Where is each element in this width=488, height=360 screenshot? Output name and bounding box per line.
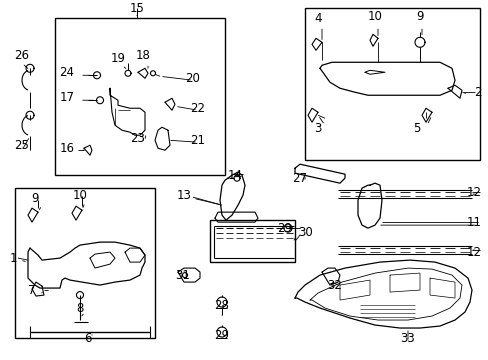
Text: 10: 10 xyxy=(72,189,87,202)
Text: 15: 15 xyxy=(129,2,144,15)
Text: 16: 16 xyxy=(60,142,74,155)
Text: 30: 30 xyxy=(297,226,312,239)
Text: 29: 29 xyxy=(277,222,292,235)
Text: 27: 27 xyxy=(292,172,307,185)
Text: 22: 22 xyxy=(190,102,204,115)
Text: 4: 4 xyxy=(314,12,321,25)
Text: 18: 18 xyxy=(135,49,150,62)
Text: 9: 9 xyxy=(31,192,39,204)
Text: 25: 25 xyxy=(15,139,29,152)
Text: 31: 31 xyxy=(175,269,189,282)
Text: 19: 19 xyxy=(110,52,125,65)
Text: 11: 11 xyxy=(466,216,481,229)
Text: 29: 29 xyxy=(214,329,229,342)
Text: 33: 33 xyxy=(400,332,414,345)
Text: 32: 32 xyxy=(327,279,342,292)
Text: 2: 2 xyxy=(473,86,481,99)
Bar xyxy=(305,8,479,160)
Text: 26: 26 xyxy=(15,49,29,62)
Text: 9: 9 xyxy=(415,10,423,23)
Text: 6: 6 xyxy=(84,332,92,345)
Bar xyxy=(55,18,224,175)
Text: 10: 10 xyxy=(367,10,382,23)
Text: 13: 13 xyxy=(177,189,192,202)
Text: 28: 28 xyxy=(214,298,229,311)
Bar xyxy=(209,220,294,262)
Text: 8: 8 xyxy=(76,302,83,315)
Bar xyxy=(15,188,155,338)
Text: 5: 5 xyxy=(412,122,419,135)
Text: 3: 3 xyxy=(314,122,321,135)
Text: 12: 12 xyxy=(466,186,481,199)
Text: 1: 1 xyxy=(10,252,18,265)
Text: 7: 7 xyxy=(28,284,36,297)
Text: 21: 21 xyxy=(190,134,204,147)
Text: 14: 14 xyxy=(227,169,243,182)
Text: 23: 23 xyxy=(130,132,145,145)
Text: 17: 17 xyxy=(60,91,74,104)
Text: 12: 12 xyxy=(466,246,481,258)
Text: 24: 24 xyxy=(60,66,74,79)
Text: 20: 20 xyxy=(185,72,200,85)
